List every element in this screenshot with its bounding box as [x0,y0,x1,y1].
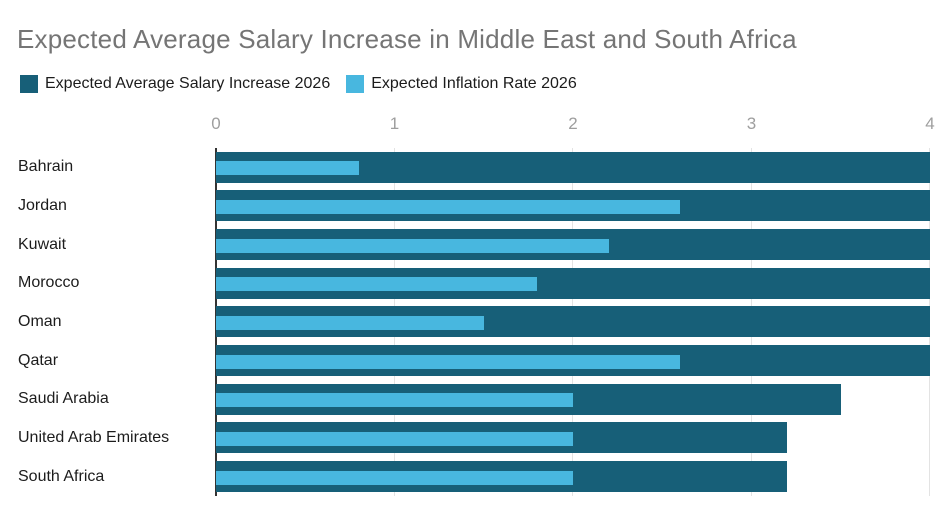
x-tick-label: 4 [925,114,935,133]
inflation-bar[interactable] [216,354,681,369]
x-axis: 0 1 2 3 4 [211,114,934,138]
bar-row [216,419,930,458]
bar-row [216,187,930,226]
category-label: Bahrain [18,158,74,176]
category-label: Morocco [18,274,80,292]
bar-row [216,148,930,187]
plot-area [216,148,930,496]
bar-row [216,380,930,419]
inflation-bar[interactable] [216,470,573,485]
category-label: South Africa [18,467,105,485]
chart-title: Expected Average Salary Increase in Midd… [17,24,797,54]
salary-series-swatch-icon [20,75,38,93]
bar-row [216,264,930,303]
inflation-bar[interactable] [216,393,573,408]
category-label: Saudi Arabia [18,390,109,408]
legend: Expected Average Salary Increase 2026 Ex… [20,75,577,93]
legend-item-salary: Expected Average Salary Increase 2026 [20,75,330,93]
x-tick-label: 0 [211,114,221,133]
x-tick-label: 1 [389,114,400,133]
legend-label-salary: Expected Average Salary Increase 2026 [45,75,331,92]
inflation-bar[interactable] [216,315,484,330]
category-label: Qatar [18,351,59,369]
bar-row [216,303,930,342]
legend-label-inflation: Expected Inflation Rate 2026 [371,75,577,92]
inflation-bar[interactable] [216,199,681,214]
x-tick-label: 2 [568,114,578,133]
category-label: United Arab Emirates [18,428,170,446]
bar-row [216,341,930,380]
bar-row [216,225,930,264]
category-label: Jordan [18,196,67,214]
inflation-bar[interactable] [216,161,359,176]
category-label: Kuwait [18,235,67,253]
inflation-bar[interactable] [216,238,609,253]
inflation-bar[interactable] [216,431,573,446]
inflation-bar[interactable] [216,277,538,292]
y-axis-labels: Bahrain Jordan Kuwait Morocco Oman Qatar Saudi… [18,148,210,496]
bar-row [216,457,930,496]
inflation-series-swatch-icon [346,75,365,93]
legend-item-inflation: Expected Inflation Rate 2026 [346,75,577,93]
x-tick-label: 3 [746,114,757,133]
category-label: Oman [18,312,62,330]
